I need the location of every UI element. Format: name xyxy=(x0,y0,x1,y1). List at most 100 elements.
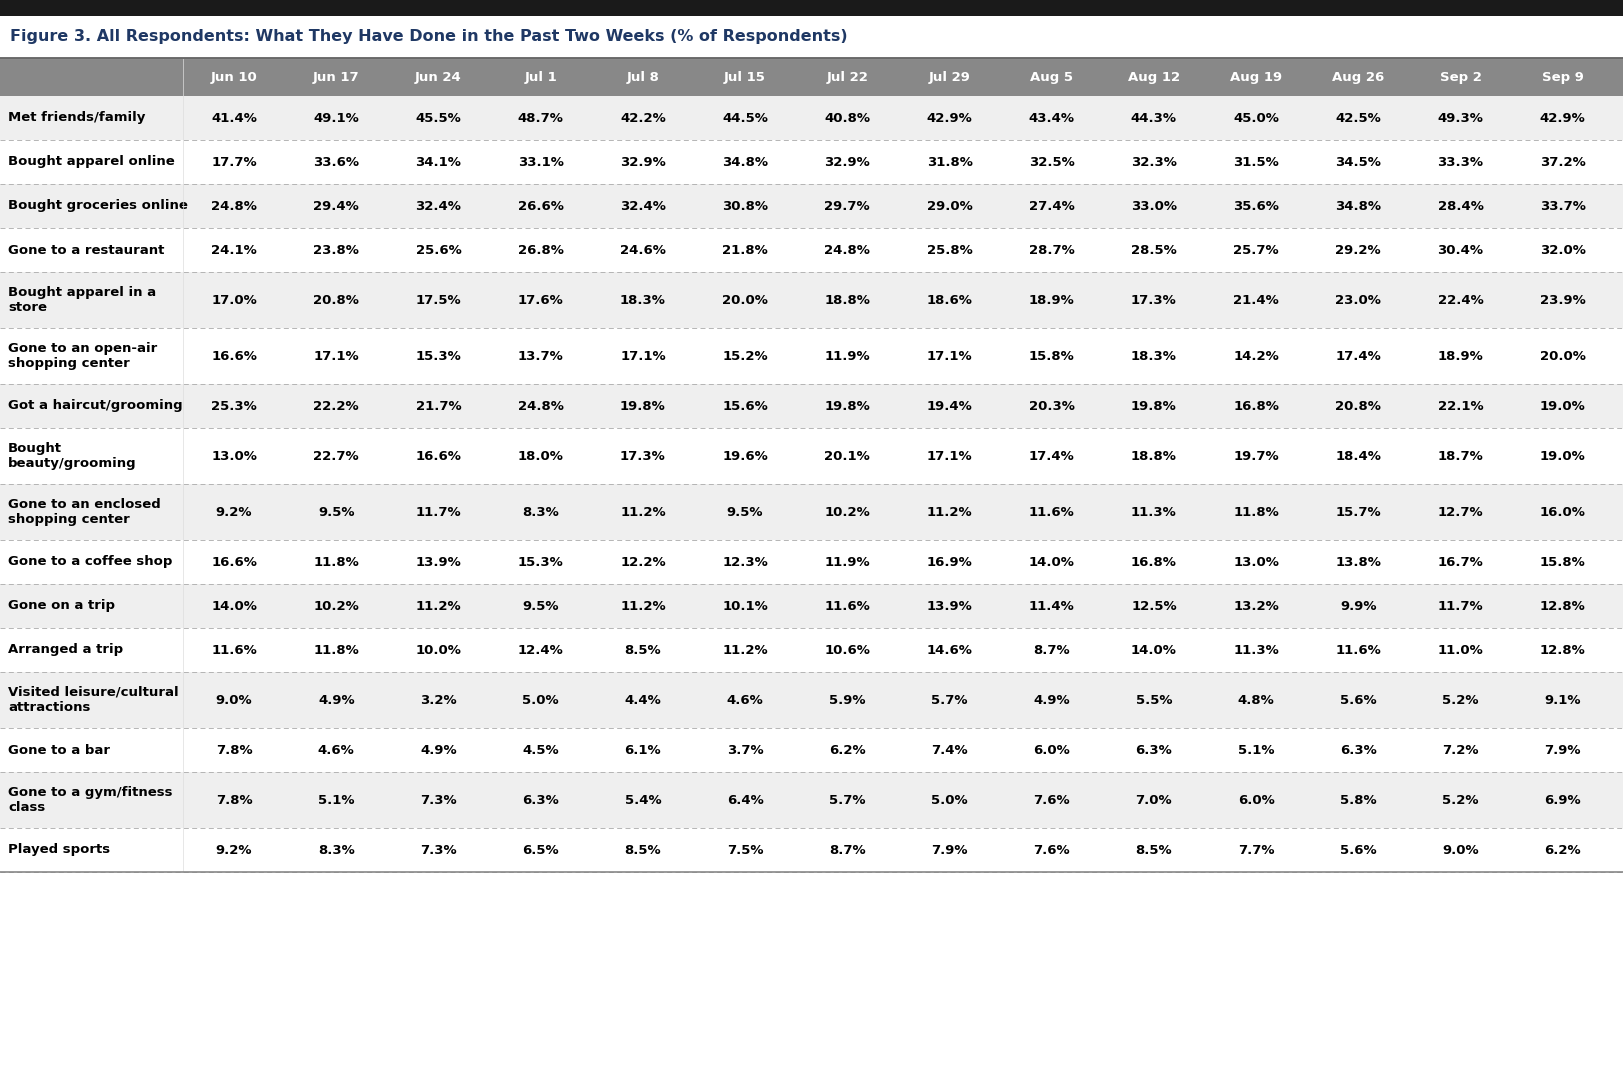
Text: 34.1%: 34.1% xyxy=(415,155,461,168)
Text: 15.3%: 15.3% xyxy=(518,556,563,568)
Text: 11.2%: 11.2% xyxy=(722,644,768,657)
Text: 11.2%: 11.2% xyxy=(927,505,972,518)
Text: 21.8%: 21.8% xyxy=(722,243,768,256)
Bar xyxy=(0,184,1623,228)
Text: Jul 8: Jul 8 xyxy=(626,71,659,84)
Text: 14.6%: 14.6% xyxy=(927,644,972,657)
Text: 6.1%: 6.1% xyxy=(625,744,661,757)
Text: 6.3%: 6.3% xyxy=(523,794,558,807)
Text: 42.9%: 42.9% xyxy=(1539,112,1584,125)
Text: 7.3%: 7.3% xyxy=(420,794,456,807)
Text: 18.8%: 18.8% xyxy=(824,293,870,306)
Text: Aug 26: Aug 26 xyxy=(1331,71,1383,84)
Text: 11.6%: 11.6% xyxy=(824,599,870,613)
Text: 17.1%: 17.1% xyxy=(620,350,665,363)
Text: 14.0%: 14.0% xyxy=(1130,644,1177,657)
Text: 5.1%: 5.1% xyxy=(318,794,354,807)
Text: 18.3%: 18.3% xyxy=(1130,350,1177,363)
Text: Figure 3. All Respondents: What They Have Done in the Past Two Weeks (% of Respo: Figure 3. All Respondents: What They Hav… xyxy=(10,29,847,45)
Text: 19.6%: 19.6% xyxy=(722,450,768,463)
Text: 5.7%: 5.7% xyxy=(930,694,967,707)
Text: 19.0%: 19.0% xyxy=(1539,400,1584,413)
Text: 20.1%: 20.1% xyxy=(824,450,870,463)
Text: 17.0%: 17.0% xyxy=(211,293,256,306)
Text: 11.9%: 11.9% xyxy=(824,556,870,568)
Text: Met friends/family: Met friends/family xyxy=(8,112,146,125)
Text: 11.9%: 11.9% xyxy=(824,350,870,363)
Text: 16.8%: 16.8% xyxy=(1130,556,1177,568)
Text: 24.8%: 24.8% xyxy=(211,200,256,213)
Text: 25.3%: 25.3% xyxy=(211,400,256,413)
Text: 23.9%: 23.9% xyxy=(1539,293,1584,306)
Text: Aug 5: Aug 5 xyxy=(1029,71,1073,84)
Text: 11.6%: 11.6% xyxy=(1029,505,1074,518)
Text: 21.7%: 21.7% xyxy=(415,400,461,413)
Text: 12.7%: 12.7% xyxy=(1436,505,1482,518)
Text: 23.8%: 23.8% xyxy=(313,243,359,256)
Text: Jul 22: Jul 22 xyxy=(826,71,868,84)
Bar xyxy=(0,628,1623,672)
Text: 24.6%: 24.6% xyxy=(620,243,665,256)
Text: 25.7%: 25.7% xyxy=(1232,243,1279,256)
Text: 6.9%: 6.9% xyxy=(1543,794,1581,807)
Text: 24.8%: 24.8% xyxy=(824,243,870,256)
Text: 3.2%: 3.2% xyxy=(420,694,456,707)
Text: Gone to a gym/fitness
class: Gone to a gym/fitness class xyxy=(8,786,172,814)
Text: 29.2%: 29.2% xyxy=(1334,243,1380,256)
Text: 30.8%: 30.8% xyxy=(722,200,768,213)
Text: 28.5%: 28.5% xyxy=(1130,243,1177,256)
Text: 8.5%: 8.5% xyxy=(625,644,661,657)
Text: 29.7%: 29.7% xyxy=(824,200,870,213)
Text: 44.5%: 44.5% xyxy=(722,112,768,125)
Text: 7.2%: 7.2% xyxy=(1441,744,1479,757)
Text: 8.7%: 8.7% xyxy=(828,844,865,857)
Text: 14.2%: 14.2% xyxy=(1232,350,1279,363)
Text: 8.5%: 8.5% xyxy=(1134,844,1172,857)
Text: Gone on a trip: Gone on a trip xyxy=(8,599,115,613)
Text: 9.0%: 9.0% xyxy=(1441,844,1479,857)
Text: 5.4%: 5.4% xyxy=(625,794,661,807)
Text: 32.9%: 32.9% xyxy=(824,155,870,168)
Text: 5.6%: 5.6% xyxy=(1339,844,1376,857)
Text: 7.0%: 7.0% xyxy=(1134,794,1172,807)
Text: 4.9%: 4.9% xyxy=(318,694,354,707)
Text: 30.4%: 30.4% xyxy=(1436,243,1482,256)
Text: Aug 19: Aug 19 xyxy=(1229,71,1282,84)
Text: 4.8%: 4.8% xyxy=(1237,694,1274,707)
Text: 26.8%: 26.8% xyxy=(518,243,563,256)
Text: Jul 29: Jul 29 xyxy=(928,71,971,84)
Text: 18.9%: 18.9% xyxy=(1029,293,1074,306)
Text: Jul 15: Jul 15 xyxy=(724,71,766,84)
Bar xyxy=(0,272,1623,328)
Text: 31.8%: 31.8% xyxy=(927,155,972,168)
Text: 34.8%: 34.8% xyxy=(1334,200,1381,213)
Text: 26.6%: 26.6% xyxy=(518,200,563,213)
Text: 11.4%: 11.4% xyxy=(1029,599,1074,613)
Text: 12.4%: 12.4% xyxy=(518,644,563,657)
Text: 13.2%: 13.2% xyxy=(1232,599,1279,613)
Text: 6.2%: 6.2% xyxy=(828,744,865,757)
Text: 34.8%: 34.8% xyxy=(722,155,768,168)
Text: 32.0%: 32.0% xyxy=(1539,243,1584,256)
Text: Arranged a trip: Arranged a trip xyxy=(8,644,123,657)
Text: 16.8%: 16.8% xyxy=(1232,400,1279,413)
Bar xyxy=(0,96,1623,140)
Text: 16.6%: 16.6% xyxy=(211,556,256,568)
Text: 7.8%: 7.8% xyxy=(216,744,252,757)
Text: 8.5%: 8.5% xyxy=(625,844,661,857)
Text: 48.7%: 48.7% xyxy=(518,112,563,125)
Text: 4.5%: 4.5% xyxy=(523,744,558,757)
Text: 16.7%: 16.7% xyxy=(1436,556,1482,568)
Text: 20.3%: 20.3% xyxy=(1027,400,1074,413)
Bar xyxy=(0,772,1623,828)
Text: 12.2%: 12.2% xyxy=(620,556,665,568)
Text: 12.5%: 12.5% xyxy=(1130,599,1177,613)
Text: Played sports: Played sports xyxy=(8,844,110,857)
Text: Gone to a bar: Gone to a bar xyxy=(8,744,110,757)
Text: Gone to an open-air
shopping center: Gone to an open-air shopping center xyxy=(8,342,157,370)
Text: 7.9%: 7.9% xyxy=(1543,744,1579,757)
Text: 13.9%: 13.9% xyxy=(927,599,972,613)
Text: 33.0%: 33.0% xyxy=(1130,200,1177,213)
Text: 18.7%: 18.7% xyxy=(1436,450,1482,463)
Text: 4.9%: 4.9% xyxy=(420,744,456,757)
